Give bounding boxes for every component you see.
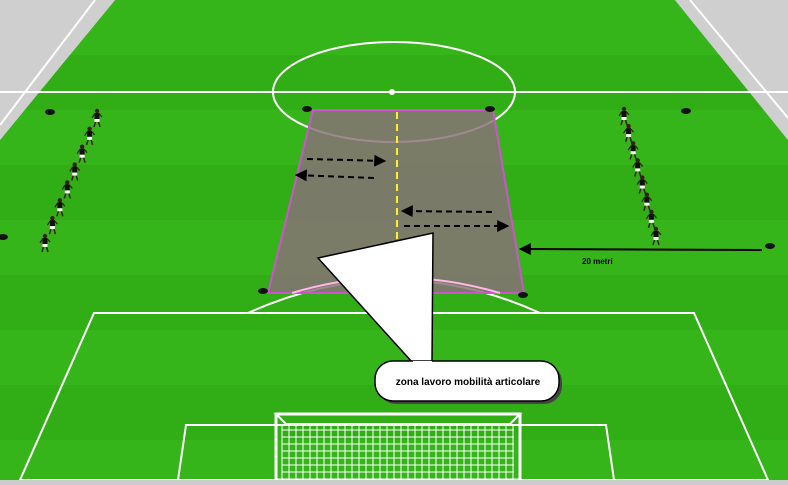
cone — [258, 288, 268, 294]
player — [632, 158, 644, 177]
cone — [765, 243, 775, 249]
distance-arrow — [518, 243, 763, 256]
player — [91, 108, 103, 128]
cone — [485, 106, 495, 112]
callout-bubble — [374, 360, 560, 402]
callout-text: zona lavoro mobilità articolare — [395, 376, 541, 388]
player — [650, 226, 662, 246]
player — [645, 209, 657, 229]
outside-left — [0, 0, 115, 140]
left-touchline — [0, 0, 96, 126]
cone — [681, 108, 691, 114]
cone — [302, 106, 312, 112]
player — [76, 144, 88, 163]
outside-right — [675, 0, 788, 140]
goal-net — [273, 412, 523, 482]
player — [636, 175, 648, 194]
cone — [518, 292, 528, 298]
movement-arrows — [294, 154, 510, 232]
cones — [0, 106, 775, 298]
callout-join — [413, 361, 432, 366]
center-spot — [389, 89, 395, 95]
goal-top — [273, 413, 523, 425]
arrow-right-1 — [306, 154, 387, 167]
player — [46, 215, 58, 235]
callout — [316, 232, 562, 404]
player — [623, 123, 635, 143]
arrow-left-2 — [400, 205, 493, 218]
player — [54, 198, 66, 217]
distance-label: 20 metri — [582, 257, 613, 266]
cone — [45, 109, 55, 115]
player — [627, 141, 639, 160]
player — [61, 180, 73, 199]
cone — [0, 234, 8, 240]
player — [69, 162, 81, 181]
arrow-left-1 — [294, 169, 375, 182]
players — [39, 106, 662, 253]
player — [39, 233, 51, 253]
player — [618, 106, 630, 126]
player — [84, 126, 96, 146]
grass-stripe — [0, 55, 788, 110]
right-touchline — [689, 0, 788, 119]
player — [641, 192, 653, 211]
